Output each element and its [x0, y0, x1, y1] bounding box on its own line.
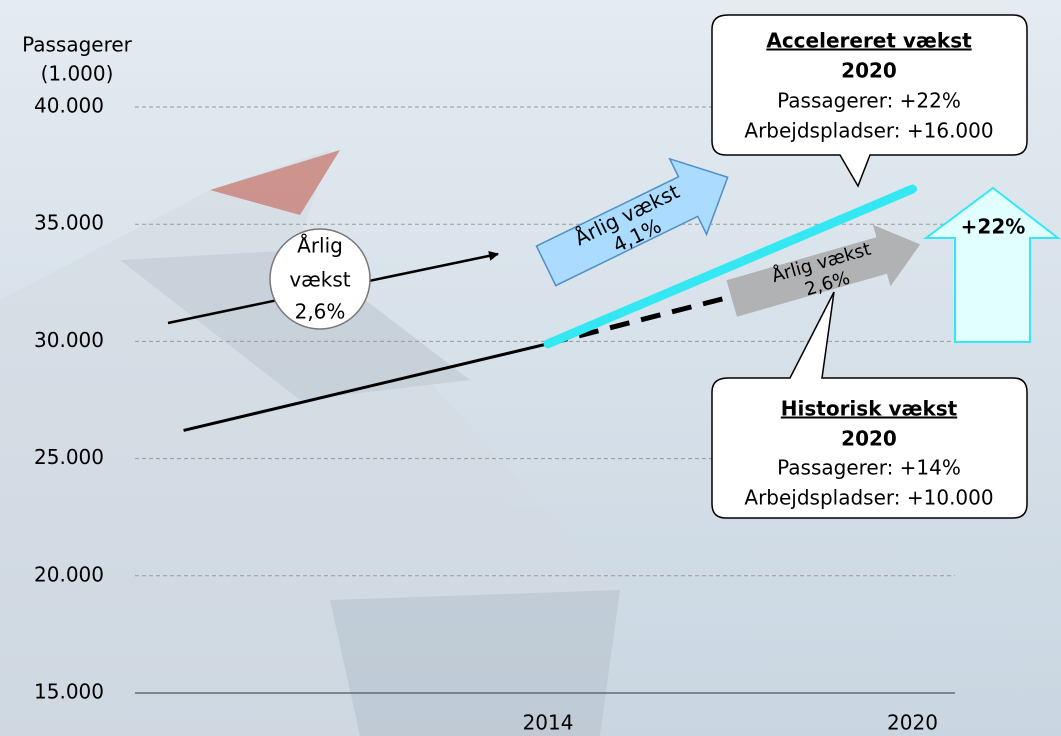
callout-text: Passagerer: +22%: [777, 89, 961, 113]
y-axis-title: (1.000): [41, 62, 114, 86]
x-tick-label: 2020: [887, 711, 938, 735]
callout-year: 2020: [841, 427, 897, 451]
callout-text: Arbejdspladser: +10.000: [744, 486, 993, 510]
annotation: Årlig: [297, 234, 343, 258]
y-tick-label: 25.000: [34, 445, 104, 469]
callout-text: Passagerer: +14%: [777, 456, 961, 480]
chart: 15.000 20.000 25.000 30.000 35.000 40.000 2014…: [0, 0, 1061, 736]
annotation: +22%: [961, 215, 1026, 239]
annotation: 2,6%: [295, 300, 346, 324]
annotation: vækst: [289, 268, 350, 292]
y-tick-label: 30.000: [34, 328, 104, 352]
y-axis-title: Passagerer: [22, 33, 133, 57]
x-tick-label: 2014: [523, 711, 574, 735]
callout-text: Arbejdspladser: +16.000: [744, 119, 993, 143]
callout-title: Accelereret vækst: [766, 29, 972, 53]
callout-year: 2020: [841, 59, 897, 83]
y-tick-label: 20.000: [34, 562, 104, 586]
y-tick-label: 40.000: [34, 94, 104, 118]
y-tick-label: 15.000: [34, 680, 104, 704]
callout-title: Historisk vækst: [781, 397, 958, 421]
y-tick-label: 35.000: [34, 211, 104, 235]
